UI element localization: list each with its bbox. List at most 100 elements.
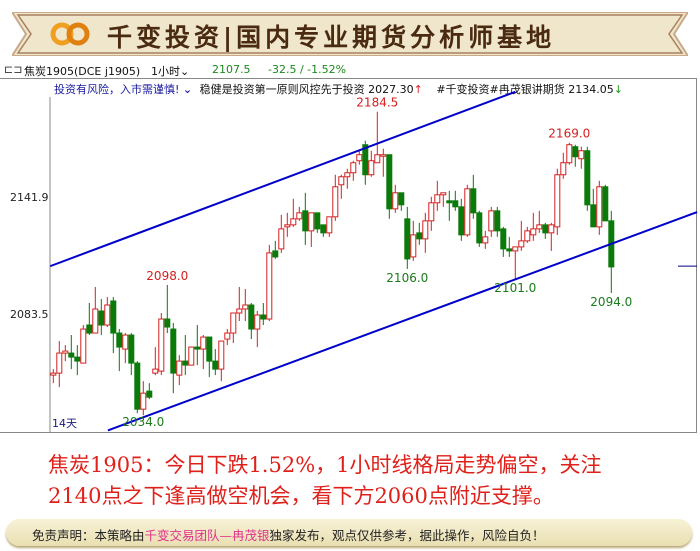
candle-body (218, 340, 225, 370)
period-selector[interactable]: 1小时⌄ (151, 63, 189, 79)
candle (176, 355, 183, 386)
candle-body (308, 212, 315, 232)
candle (194, 325, 201, 366)
chevron-down-icon[interactable]: ⌄ (182, 83, 193, 96)
candle-body (410, 234, 417, 258)
candle-body (344, 172, 351, 178)
candle (332, 174, 339, 221)
candle (116, 329, 123, 372)
candle (104, 296, 111, 328)
low-label: 2094.0 (590, 295, 632, 309)
candle (422, 212, 429, 253)
candle-body (434, 194, 441, 204)
candle-body (296, 212, 303, 220)
candle (302, 192, 309, 245)
candle-body (458, 206, 465, 236)
candle (224, 329, 231, 346)
trendline[interactable] (107, 211, 698, 432)
candle-body (248, 304, 255, 330)
candle (380, 148, 387, 177)
candle (338, 174, 345, 199)
candle-body (314, 212, 321, 230)
candle-body (320, 224, 327, 234)
candlestick-chart[interactable]: 2184.5 2098.0 2169.0 2106.0 2101.0 2094.0 2034… (0, 0, 700, 440)
candle-body (194, 346, 201, 350)
high-label: 2169.0 (548, 127, 590, 141)
candle (518, 220, 525, 251)
candle (314, 212, 321, 233)
candle (410, 220, 417, 261)
candle-body (554, 174, 561, 228)
candle (536, 210, 543, 233)
candle-body (74, 356, 81, 362)
link-icon[interactable]: ⊏⊐ (4, 63, 23, 76)
candle (512, 246, 519, 279)
candle (260, 302, 267, 326)
candle (386, 154, 393, 219)
candle (218, 340, 225, 382)
candle-body (230, 312, 237, 334)
scroll-message-1: 稳健是投资第一原则风控先于投资 2027.30 (199, 83, 414, 96)
candle (344, 168, 351, 189)
trendline[interactable] (49, 90, 516, 268)
candle-body (428, 202, 435, 222)
candle (578, 146, 585, 169)
candle (470, 174, 477, 219)
disclaimer-prefix: 免责声明：本策略由 (32, 528, 145, 543)
candle-body (122, 334, 129, 350)
y-tick-label: 2141.9 (10, 191, 49, 204)
candle-body (302, 210, 309, 232)
candle (554, 168, 561, 235)
candle (200, 335, 207, 370)
candle (122, 333, 129, 364)
chevron-down-icon: ⌄ (180, 65, 190, 78)
candle (602, 184, 609, 222)
candle-body (86, 324, 93, 334)
candle-body (392, 192, 399, 210)
candle-body (92, 308, 99, 334)
symbol-name[interactable]: 焦炭1905(DCE j1905) (24, 65, 141, 78)
candle (164, 284, 171, 334)
candle-body (206, 336, 213, 362)
candle (566, 142, 573, 165)
candle (560, 152, 567, 179)
candle-body (50, 372, 57, 376)
candle-body (80, 328, 87, 364)
candle-body (560, 162, 567, 176)
candle (446, 190, 453, 221)
candle (290, 198, 297, 227)
candle-body (566, 144, 573, 164)
candle-body (104, 304, 111, 326)
disclaimer-text: 免责声明：本策略由千变交易团队—冉茂银独家发布，观点仅供参考，据此操作，风险自负… (32, 525, 545, 544)
price-change: -32.5 / -1.52% (268, 63, 347, 76)
candle (530, 212, 537, 241)
candle-body (242, 304, 249, 310)
candle (350, 160, 357, 181)
candle (50, 369, 57, 384)
separator: | (223, 23, 237, 52)
low-label: 2034.0 (122, 415, 164, 429)
candle (482, 230, 489, 249)
candle (182, 335, 189, 376)
candle (326, 216, 333, 237)
candle (110, 296, 117, 354)
candle (458, 198, 465, 241)
commentary-line-2: 2140点之下逢高做空机会，看下方2060点附近支撑。 (48, 484, 554, 508)
candle-body (236, 308, 243, 314)
candle-body (176, 360, 183, 376)
candle (572, 144, 579, 167)
candle (500, 226, 507, 257)
candle-body (368, 160, 375, 176)
candle (296, 206, 303, 221)
candle (242, 288, 249, 322)
candle (128, 333, 135, 376)
up-arrow-icon: ↑ (413, 83, 423, 96)
candle-body (572, 146, 579, 158)
candle (548, 222, 555, 251)
candle-body (350, 162, 357, 174)
candle-body (338, 176, 345, 186)
candle-body (332, 186, 339, 218)
candle-body (128, 334, 135, 364)
candle (86, 302, 93, 336)
candle (452, 190, 459, 211)
